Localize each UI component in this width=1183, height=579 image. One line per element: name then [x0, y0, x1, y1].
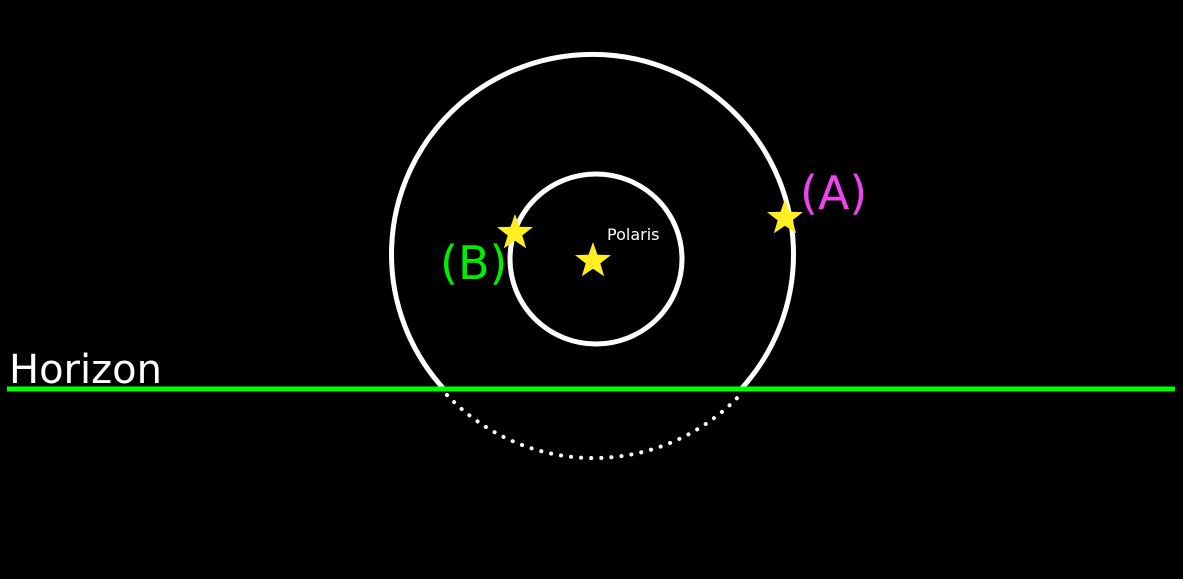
star-a-icon	[767, 199, 803, 234]
horizon-label: Horizon	[9, 347, 162, 393]
outer-star-path-below-horizon	[445, 393, 742, 461]
outer-star-path	[389, 51, 796, 390]
polaris-label: Polaris	[607, 225, 659, 244]
polaris-star-icon	[575, 242, 611, 277]
star-b-label: (B)	[440, 236, 507, 290]
inner-star-path	[507, 171, 685, 347]
star-a-label: (A)	[800, 166, 867, 220]
